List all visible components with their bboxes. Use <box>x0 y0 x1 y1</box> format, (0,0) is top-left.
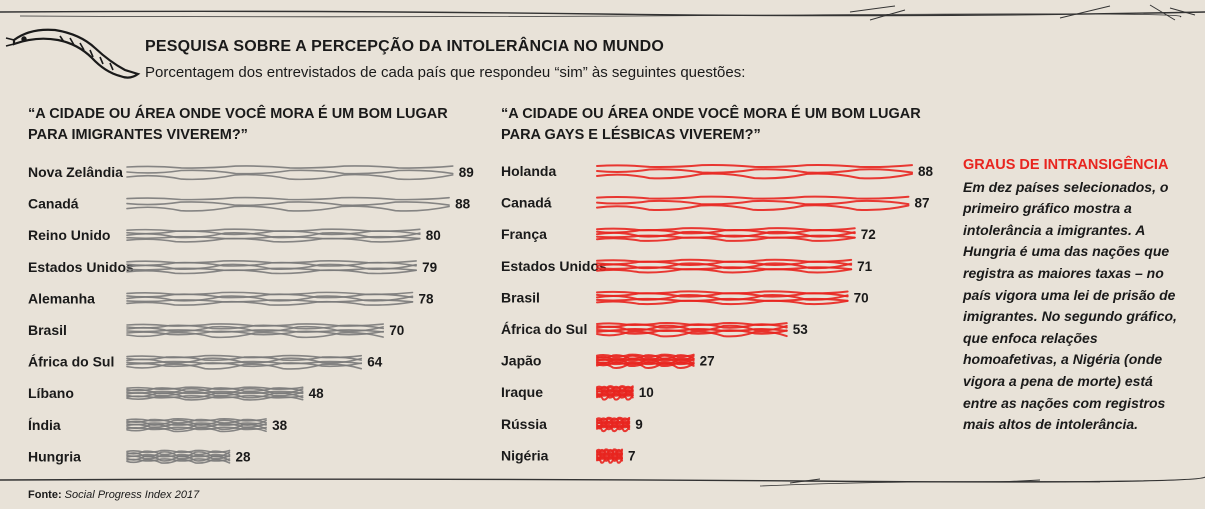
category-label: Canadá <box>28 196 79 212</box>
category-label: Reino Unido <box>28 227 110 243</box>
category-label: Nigéria <box>501 447 549 463</box>
source-label: Fonte: <box>28 489 62 501</box>
sidebar-body: Em dez países selecionados, o primeiro g… <box>963 178 1177 433</box>
value-label: 10 <box>639 385 654 400</box>
bar <box>126 449 231 464</box>
bar <box>126 291 414 306</box>
sidebar-title: GRAUS DE INTRANSIGÊNCIA <box>963 157 1169 173</box>
category-label: Iraque <box>501 384 543 400</box>
value-label: 53 <box>793 322 809 337</box>
category-label: Rússia <box>501 416 547 432</box>
bar <box>126 386 304 401</box>
bar <box>596 227 856 242</box>
category-label: Estados Unidos <box>28 259 134 275</box>
value-label: 28 <box>235 449 251 464</box>
category-label: Líbano <box>28 385 74 401</box>
bar <box>126 228 421 243</box>
value-label: 71 <box>857 259 873 274</box>
value-label: 87 <box>914 196 929 211</box>
category-label: Brasil <box>501 289 540 305</box>
bar <box>596 195 910 211</box>
value-label: 38 <box>272 418 288 433</box>
bottom-rule <box>0 476 1205 487</box>
category-label: Brasil <box>28 322 67 338</box>
value-label: 88 <box>455 197 471 212</box>
bar <box>126 165 454 181</box>
bar <box>126 354 363 370</box>
category-label: Estados Unidos <box>501 258 607 274</box>
bar <box>126 259 417 275</box>
category-label: África do Sul <box>28 354 114 370</box>
value-label: 79 <box>422 260 437 275</box>
category-label: Nova Zelândia <box>28 164 123 180</box>
value-label: 64 <box>367 355 383 370</box>
value-label: 9 <box>635 417 643 432</box>
snake-icon <box>5 28 141 79</box>
source-footer: Fonte: Social Progress Index 2017 <box>28 489 199 501</box>
bar <box>596 163 914 180</box>
bar <box>596 448 624 464</box>
bar <box>126 323 384 339</box>
bar <box>596 290 849 306</box>
category-label: Índia <box>28 417 61 433</box>
value-label: 80 <box>426 228 441 243</box>
category-label: Holanda <box>501 163 556 179</box>
category-label: Japão <box>501 353 541 369</box>
value-label: 48 <box>309 386 325 401</box>
chart1-title: “A CIDADE OU ÁREA ONDE VOCÊ MORA É UM BO… <box>28 106 448 143</box>
bar <box>596 353 695 369</box>
bar <box>596 416 631 433</box>
page-title: PESQUISA SOBRE A PERCEPÇÃO DA INTOLERÂNC… <box>145 38 664 55</box>
bar <box>126 417 267 433</box>
category-label: França <box>501 226 547 242</box>
page-subtitle: Porcentagem dos entrevistados de cada pa… <box>145 64 746 81</box>
chart2-title: “A CIDADE OU ÁREA ONDE VOCÊ MORA É UM BO… <box>501 106 921 143</box>
bar <box>596 385 634 401</box>
bar <box>596 321 788 338</box>
value-label: 70 <box>389 323 404 338</box>
value-label: 72 <box>861 227 876 242</box>
sidebar-note: GRAUS DE INTRANSIGÊNCIA Em dez países se… <box>963 155 1188 436</box>
value-label: 88 <box>918 164 934 179</box>
value-label: 70 <box>854 290 869 305</box>
source-value: Social Progress Index 2017 <box>64 489 200 501</box>
top-rule <box>0 4 1205 21</box>
value-label: 78 <box>418 291 434 306</box>
value-label: 27 <box>700 354 715 369</box>
bar <box>126 196 450 212</box>
bar <box>596 258 853 274</box>
category-label: Hungria <box>28 448 81 464</box>
category-label: África do Sul <box>501 321 587 337</box>
category-label: Canadá <box>501 195 552 211</box>
value-label: 89 <box>459 165 474 180</box>
category-label: Alemanha <box>28 290 95 306</box>
value-label: 7 <box>628 448 636 463</box>
